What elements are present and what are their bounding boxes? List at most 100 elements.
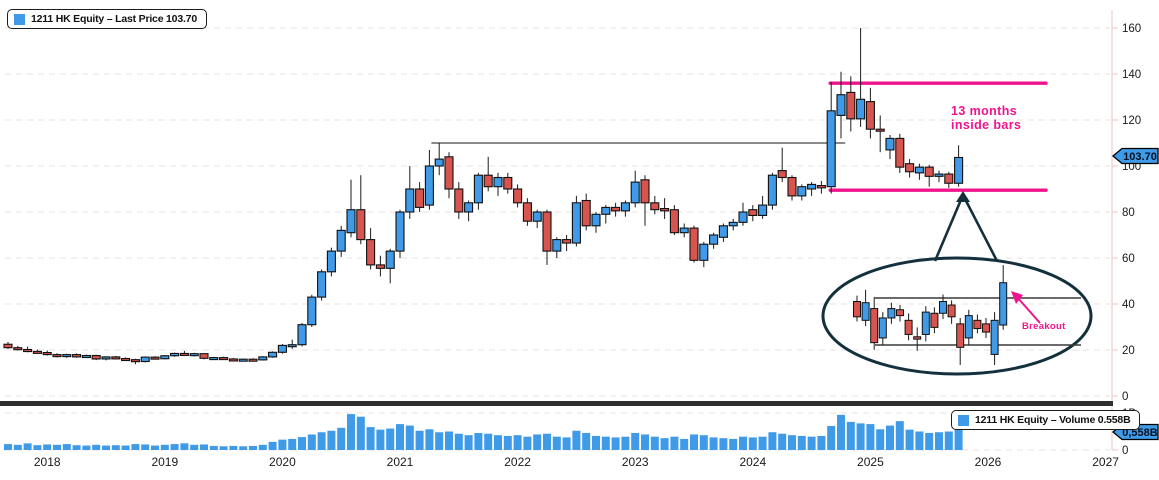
candle (816, 185, 826, 189)
candle (650, 202, 660, 211)
volume-bar (405, 425, 414, 450)
volume-bar (13, 444, 22, 450)
candle (718, 225, 728, 238)
candle (591, 213, 601, 227)
volume-bar (523, 436, 532, 450)
candle (219, 357, 229, 361)
volume-bar (729, 438, 738, 450)
volume-bar (552, 436, 561, 450)
candle (91, 354, 101, 360)
inset-candle (913, 336, 922, 340)
inset-candle (904, 319, 913, 335)
inside-bars-annotation: 13 months inside bars (951, 104, 1021, 132)
candle (611, 206, 621, 212)
x-axis-year-label: 2022 (504, 455, 531, 469)
candle (924, 166, 934, 177)
candle (758, 204, 768, 217)
candle (493, 176, 503, 188)
candle (238, 358, 248, 362)
candle (395, 211, 405, 252)
volume-bar (817, 435, 826, 450)
y-axis-tick-label: 80 (1122, 207, 1135, 219)
candle (875, 128, 885, 132)
volume-bar (533, 434, 542, 450)
candle (346, 209, 356, 234)
candle (62, 354, 72, 358)
y-axis-tick-label: 0 (1122, 391, 1128, 403)
volume-bar (611, 437, 620, 450)
candle (268, 351, 278, 358)
candle (581, 199, 591, 227)
candle (865, 101, 875, 130)
volume-bar (768, 432, 777, 450)
volume-bar (572, 430, 581, 450)
volume-bar (396, 424, 404, 450)
volume-bar (650, 436, 659, 450)
candle (699, 243, 709, 261)
y-axis-tick-label: 120 (1122, 115, 1141, 127)
volume-bar (151, 445, 159, 450)
candle (679, 227, 689, 234)
x-axis-year-label: 2027 (1092, 455, 1119, 469)
candle (728, 221, 738, 227)
breakout-arrowhead (1011, 291, 1023, 304)
x-axis-year-label: 2023 (622, 455, 649, 469)
callout-tail-tip (956, 191, 970, 202)
volume-bar (543, 433, 551, 450)
volume-bar (415, 430, 424, 450)
x-axis-year-label: 2024 (739, 455, 766, 469)
volume-bar (4, 444, 12, 450)
volume-bar (709, 437, 718, 450)
volume-bar (72, 445, 81, 450)
volume-bar (170, 444, 179, 450)
candle (228, 358, 238, 362)
candle (669, 209, 679, 234)
candle (807, 183, 817, 190)
candle (179, 352, 189, 357)
volume-bar (23, 443, 32, 450)
volume-bar (317, 432, 326, 450)
candle (738, 211, 748, 223)
volume-legend[interactable]: 1211 HK Equity – Volume 0.558B (951, 410, 1141, 430)
x-axis-year-label: 2019 (151, 455, 178, 469)
inset-candle (930, 312, 939, 328)
candle (297, 324, 307, 346)
volume-bar (327, 430, 336, 450)
volume-bar (562, 437, 571, 450)
volume-bar (513, 435, 522, 450)
candle (209, 357, 219, 361)
x-axis-year-label: 2020 (269, 455, 296, 469)
candle (277, 344, 287, 353)
volume-bar (631, 432, 640, 450)
volume-bar (474, 432, 483, 450)
candle (914, 166, 924, 174)
candle (375, 264, 385, 269)
x-axis-year-label: 2018 (34, 455, 61, 469)
candle (130, 359, 140, 363)
candle (13, 347, 23, 351)
candle (121, 357, 131, 362)
inset-candle (999, 282, 1008, 326)
volume-bar (141, 444, 150, 450)
inset-candle (973, 319, 982, 330)
volume-bar (484, 433, 493, 450)
candle (689, 227, 699, 261)
volume-bar (748, 437, 757, 450)
x-axis-year-label: 2026 (975, 455, 1002, 469)
candle (630, 181, 640, 204)
volume-bar (425, 429, 434, 450)
y-axis-tick-label: 160 (1122, 23, 1141, 35)
candle (885, 137, 895, 151)
volume-bar (660, 438, 669, 450)
volume-legend-label: 1211 HK Equity – Volume 0.558B (975, 414, 1131, 426)
volume-bar (249, 445, 257, 450)
candle (424, 165, 434, 206)
price-legend[interactable]: 1211 HK Equity – Last Price 103.70 (7, 9, 207, 29)
candle (405, 188, 415, 213)
candle (189, 353, 199, 357)
inset-candle (956, 323, 965, 348)
volume-bar (464, 435, 473, 450)
volume-bar (337, 427, 346, 450)
volume-bar (739, 436, 747, 450)
